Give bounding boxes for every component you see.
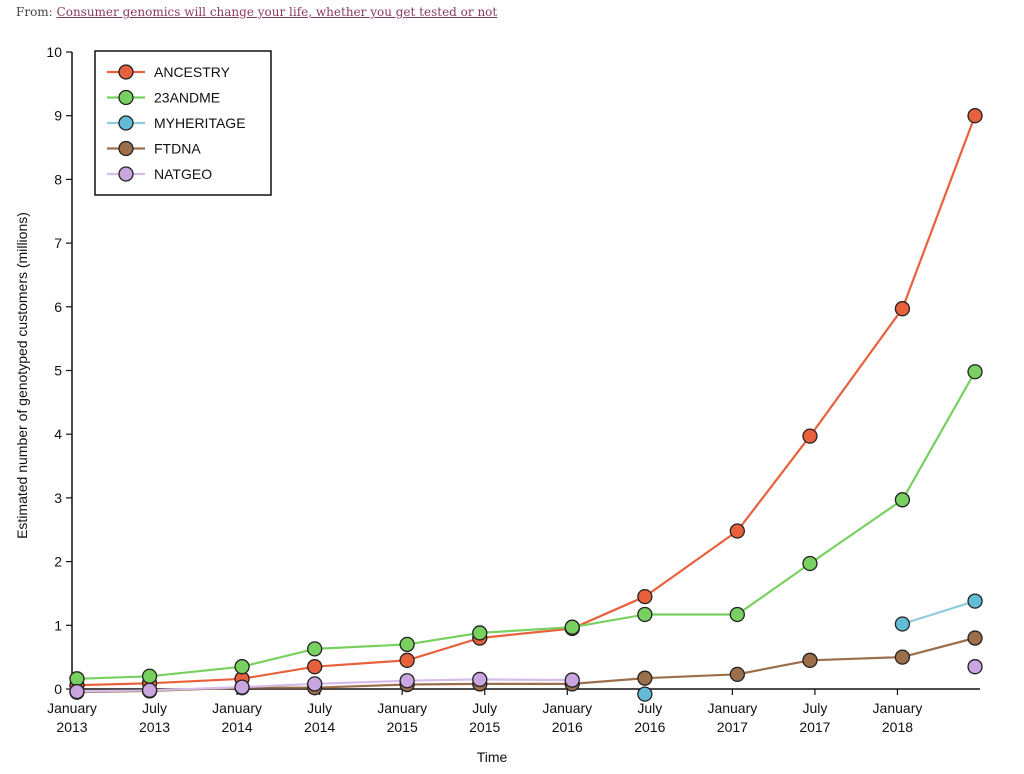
data-point-ancestry bbox=[307, 659, 323, 675]
data-point-myheritage bbox=[637, 686, 653, 702]
series-line-ancestry bbox=[76, 115, 977, 687]
data-point-ancestry bbox=[399, 652, 415, 668]
data-point-ancestry bbox=[729, 523, 745, 539]
y-tick-label: 5 bbox=[54, 363, 62, 379]
data-point-natgeo bbox=[967, 659, 983, 675]
series-line-23andme bbox=[76, 371, 976, 680]
legend-marker-ancestry bbox=[118, 64, 134, 80]
x-tick-label-line1: January bbox=[212, 700, 262, 716]
data-point-ftdna bbox=[967, 630, 983, 646]
x-tick-label-line2: 2018 bbox=[882, 719, 913, 735]
data-point-23andme bbox=[564, 619, 580, 635]
y-tick-label: 8 bbox=[54, 171, 62, 187]
x-tick-label-line1: January bbox=[377, 700, 427, 716]
y-tick-label: 6 bbox=[54, 299, 62, 315]
data-point-23andme bbox=[729, 606, 745, 623]
x-tick-label-line1: July bbox=[802, 700, 827, 716]
data-point-myheritage bbox=[894, 616, 911, 632]
series-markers bbox=[69, 108, 983, 702]
data-point-ancestry bbox=[894, 301, 911, 317]
x-tick-label-line2: 2015 bbox=[469, 719, 500, 735]
legend-marker-23andme bbox=[118, 89, 134, 106]
y-tick-label: 4 bbox=[54, 426, 62, 442]
y-tick-label: 9 bbox=[54, 108, 62, 124]
y-axis-title: Estimated number of genotyped customers … bbox=[14, 212, 30, 539]
legend: ANCESTRY 23ANDME MYHERITAGE FTDNA NATGEO bbox=[94, 50, 272, 196]
x-tick-label-line2: 2013 bbox=[56, 719, 87, 735]
y-tick-label: 3 bbox=[54, 490, 62, 506]
series-line-myheritage bbox=[902, 600, 976, 626]
data-point-natgeo bbox=[69, 683, 85, 700]
x-tick-label-line2: 2014 bbox=[304, 719, 335, 735]
x-tick-label-line1: January bbox=[47, 700, 97, 716]
data-point-ancestry bbox=[967, 108, 983, 124]
data-point-ftdna bbox=[729, 666, 745, 682]
y-tick-label: 10 bbox=[46, 44, 62, 60]
data-point-23andme bbox=[637, 606, 653, 623]
data-point-myheritage bbox=[967, 593, 983, 609]
x-tick-label-line2: 2016 bbox=[634, 719, 665, 735]
x-tick-label-line1: January bbox=[542, 700, 592, 716]
data-point-ancestry bbox=[802, 428, 818, 444]
legend-marker-ftdna bbox=[118, 140, 134, 157]
source-article-link[interactable]: Consumer genomics will change your life,… bbox=[56, 5, 498, 19]
y-tick-label: 0 bbox=[54, 681, 62, 697]
data-point-ftdna bbox=[894, 649, 911, 665]
data-point-natgeo bbox=[472, 671, 488, 688]
data-point-natgeo bbox=[399, 673, 415, 689]
data-point-23andme bbox=[399, 636, 415, 653]
legend-label-natgeo: NATGEO bbox=[154, 166, 212, 182]
data-point-ftdna bbox=[802, 652, 818, 668]
legend-label-myheritage: MYHERITAGE bbox=[154, 115, 246, 131]
legend-label-ftdna: FTDNA bbox=[154, 141, 201, 157]
legend-label-ancestry: ANCESTRY bbox=[154, 64, 231, 80]
series-lines bbox=[76, 115, 977, 694]
data-point-23andme bbox=[967, 364, 983, 380]
source-prefix: From: bbox=[16, 5, 57, 19]
x-tick-label-line1: July bbox=[637, 700, 662, 716]
y-tick-label: 2 bbox=[54, 554, 62, 570]
y-tick-label: 7 bbox=[54, 235, 62, 251]
data-point-ancestry bbox=[637, 588, 653, 605]
x-tick-label-line2: 2017 bbox=[717, 719, 748, 735]
data-point-natgeo bbox=[141, 682, 158, 698]
data-point-23andme bbox=[472, 625, 488, 641]
x-axis-title: Time bbox=[477, 749, 508, 765]
data-point-23andme bbox=[69, 671, 85, 687]
data-point-23andme bbox=[141, 668, 158, 684]
x-tick-label-line2: 2016 bbox=[552, 719, 583, 735]
x-tick-label-line1: July bbox=[472, 700, 497, 716]
data-point-natgeo bbox=[564, 672, 580, 688]
data-point-23andme bbox=[802, 555, 818, 572]
legend-marker-natgeo bbox=[118, 166, 134, 182]
x-tick-label-line1: July bbox=[142, 700, 167, 716]
x-tick-label-line2: 2013 bbox=[139, 719, 170, 735]
data-point-23andme bbox=[307, 641, 323, 657]
data-point-natgeo bbox=[234, 679, 250, 695]
x-tick-label-line2: 2017 bbox=[799, 719, 830, 735]
data-point-23andme bbox=[894, 492, 911, 508]
legend-label-23andme: 23ANDME bbox=[154, 90, 220, 106]
x-tick-label-line2: 2015 bbox=[387, 719, 418, 735]
y-tick-label: 1 bbox=[54, 617, 62, 633]
x-tick-label-line1: January bbox=[707, 700, 757, 716]
data-point-natgeo bbox=[307, 676, 323, 692]
source-line: From: Consumer genomics will change your… bbox=[16, 5, 497, 19]
x-tick-label-line1: July bbox=[307, 700, 332, 716]
data-point-ftdna bbox=[637, 670, 653, 686]
data-point-23andme bbox=[234, 659, 250, 675]
x-tick-label-line2: 2014 bbox=[222, 719, 253, 735]
legend-marker-myheritage bbox=[118, 115, 134, 131]
x-tick-label-line1: January bbox=[873, 700, 923, 716]
series-line-ftdna bbox=[76, 636, 976, 694]
